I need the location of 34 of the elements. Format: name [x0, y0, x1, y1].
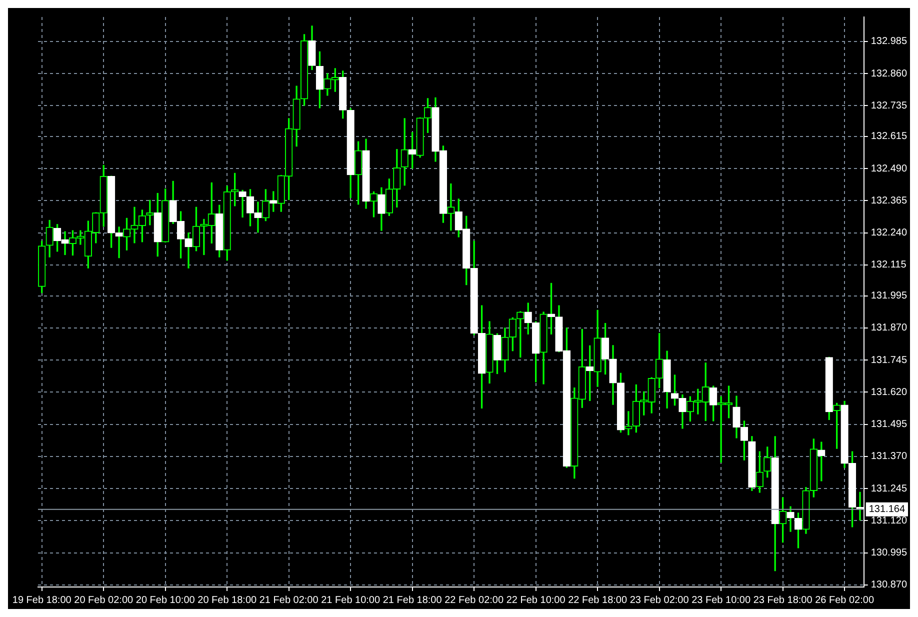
y-tick-label: 132.735	[870, 100, 908, 112]
x-tick-label: 22 Feb 18:00	[568, 594, 628, 606]
x-tick-label: 20 Feb 18:00	[198, 594, 257, 606]
x-tick-label: 19 Feb 18:00	[12, 594, 72, 606]
x-tick-label: 20 Feb 10:00	[136, 594, 196, 606]
y-tick-label: 131.995	[870, 290, 908, 302]
y-tick-label: 132.240	[870, 228, 908, 239]
x-tick-label: 22 Feb 02:00	[444, 594, 504, 606]
y-tick-label: 132.985	[870, 36, 908, 48]
x-tick-label: 21 Feb 02:00	[259, 594, 319, 606]
x-tick-label: 21 Feb 10:00	[321, 594, 380, 606]
y-tick-label: 132.115	[870, 260, 907, 271]
y-tick-label: 131.120	[870, 515, 908, 526]
x-tick-label: 21 Feb 18:00	[382, 594, 442, 606]
x-tick-label: 23 Feb 10:00	[692, 594, 751, 606]
x-tick-label: 23 Feb 18:00	[753, 594, 813, 606]
x-tick-label: 26 Feb 02:00	[815, 594, 874, 606]
y-tick-label: 132.860	[870, 68, 908, 80]
x-tick-label: 22 Feb 10:00	[506, 594, 566, 606]
y-tick-label: 131.745	[870, 354, 908, 366]
candlestick	[447, 183, 455, 231]
x-tick-label: 23 Feb 02:00	[630, 594, 690, 606]
y-tick-label: 131.495	[870, 419, 908, 430]
x-tick-label: 20 Feb 02:00	[74, 594, 134, 606]
y-tick-label: 132.490	[870, 163, 908, 174]
y-tick-label: 131.870	[870, 322, 908, 334]
ref-line-label: 131.164	[868, 504, 906, 516]
y-tick-label: 132.365	[870, 195, 908, 206]
y-tick-label: 131.620	[870, 386, 908, 398]
y-tick-label: 130.995	[870, 548, 908, 559]
y-tick-label: 130.870	[870, 580, 908, 591]
y-tick-label: 131.245	[870, 483, 908, 494]
y-tick-label: 132.615	[870, 131, 908, 142]
y-tick-label: 131.370	[870, 451, 908, 462]
